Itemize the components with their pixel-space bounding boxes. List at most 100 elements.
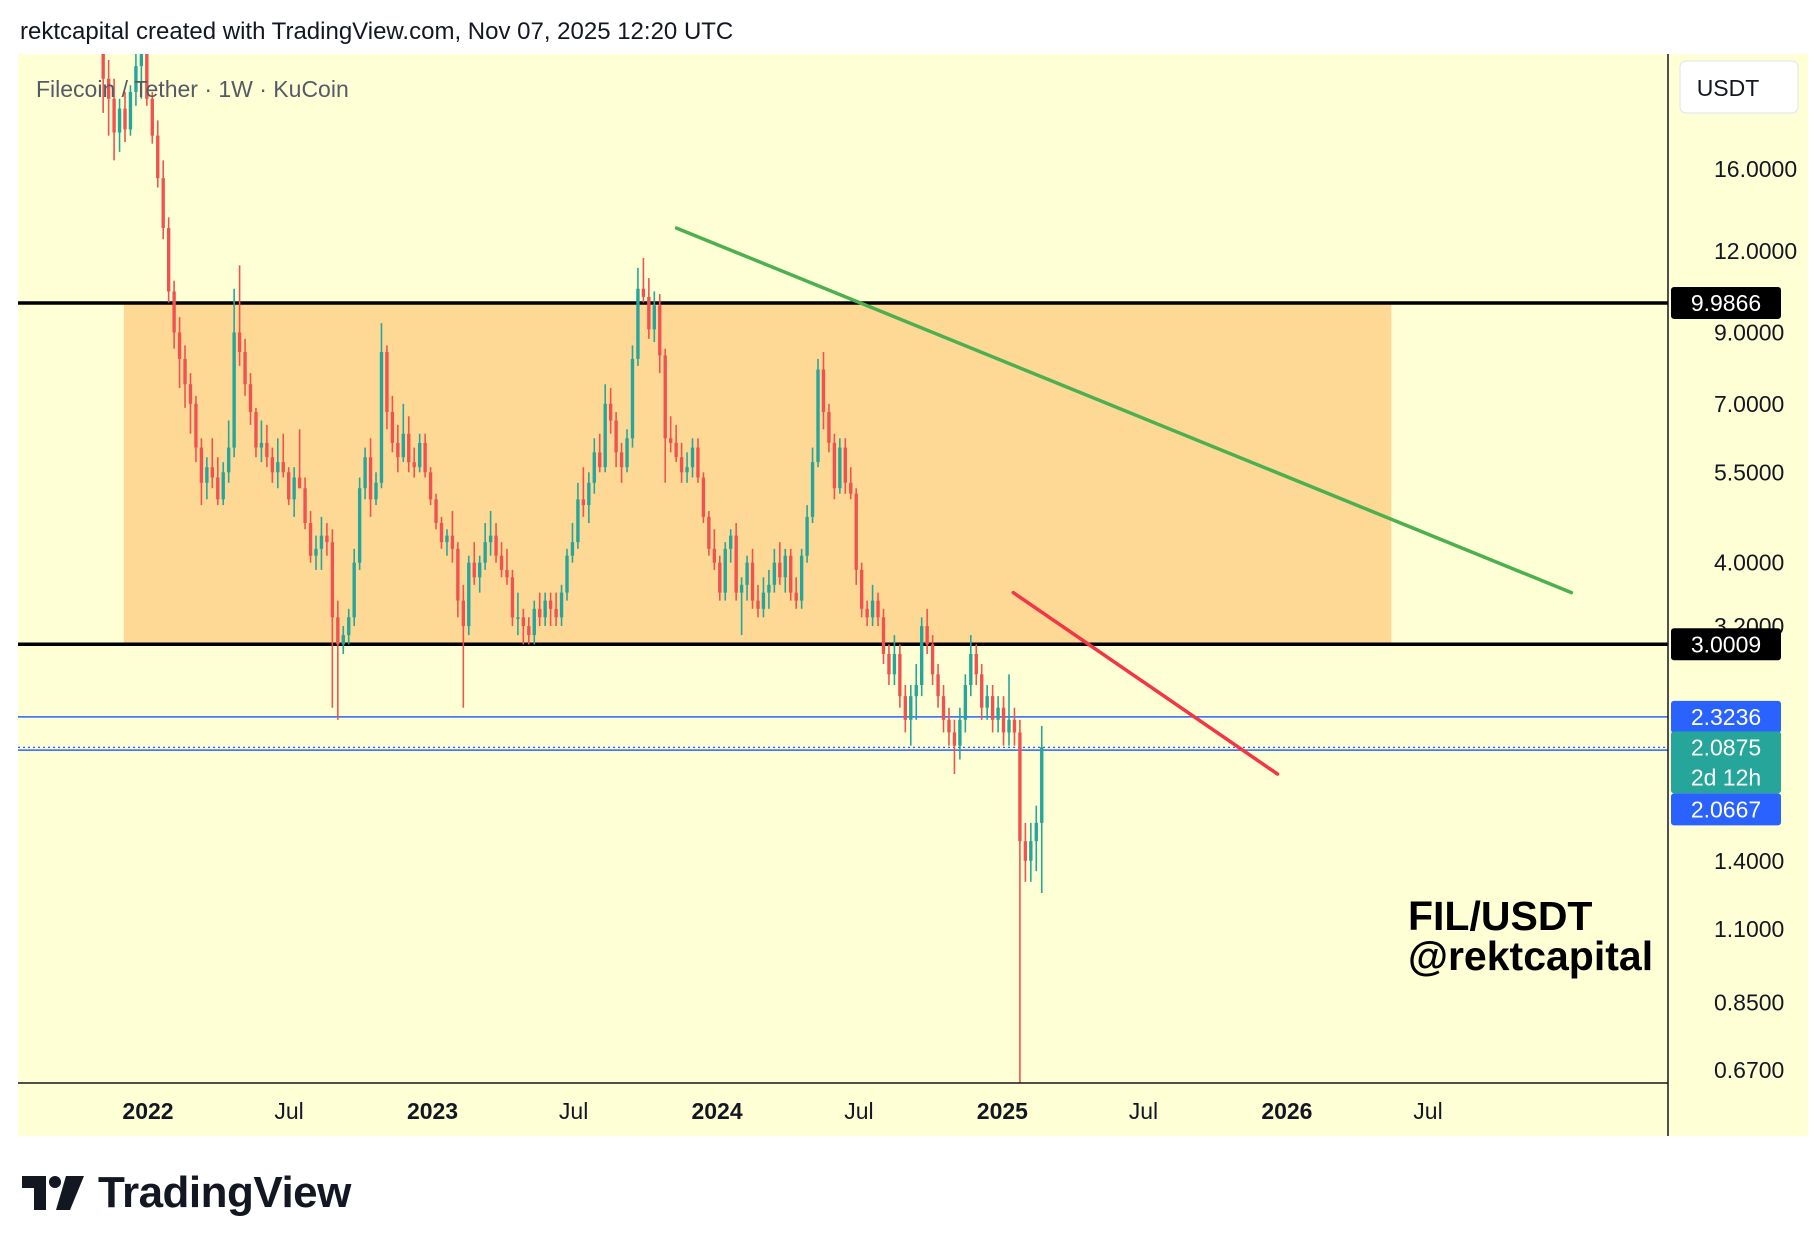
candle-body xyxy=(843,447,847,483)
candle-88 xyxy=(581,467,586,517)
price-label-2.0667-top-bg xyxy=(1671,793,1781,826)
candle-168 xyxy=(1018,719,1022,1083)
candle-body xyxy=(761,592,766,609)
candle-body xyxy=(194,403,198,448)
candle-body xyxy=(581,499,586,506)
x-tick-label: Jul xyxy=(274,1098,303,1124)
candle-5 xyxy=(128,85,133,136)
candle-14 xyxy=(177,317,182,389)
candle-body xyxy=(396,442,400,458)
y-tick-label: 12.0000 xyxy=(1714,238,1797,264)
candle-33 xyxy=(281,433,285,478)
currency-button[interactable]: USDT xyxy=(1679,60,1799,114)
candle-118 xyxy=(745,555,749,601)
candle-body xyxy=(614,420,618,453)
candle-body xyxy=(123,108,127,130)
candle-body xyxy=(210,467,215,478)
candle-body xyxy=(510,577,515,618)
candle-24 xyxy=(232,288,236,458)
price-label-2.0667-top-text: 2.0667 xyxy=(1691,796,1761,822)
candle-75 xyxy=(510,569,515,627)
candle-16 xyxy=(188,373,193,434)
candle-body xyxy=(592,452,596,483)
tradingview-wordmark: TradingView xyxy=(98,1168,351,1217)
candle-body xyxy=(876,600,880,618)
candle-166 xyxy=(1007,674,1011,746)
price-label-9.9866-bg xyxy=(1671,286,1781,319)
candle-73 xyxy=(499,542,504,578)
candle-101 xyxy=(652,291,657,343)
y-tick-label: 1.1000 xyxy=(1714,916,1784,942)
candle-body xyxy=(172,291,176,333)
candle-1 xyxy=(106,59,111,136)
candle-103 xyxy=(663,348,667,483)
candle-body xyxy=(390,412,395,443)
candle-body xyxy=(767,584,771,593)
candle-165 xyxy=(1001,696,1006,746)
candle-body xyxy=(789,555,793,593)
candle-149 xyxy=(914,663,918,720)
candle-body xyxy=(385,352,389,413)
candle-71 xyxy=(488,510,493,556)
candle-39 xyxy=(314,535,318,570)
x-tick-label: 2023 xyxy=(407,1098,458,1124)
candle-47 xyxy=(357,477,362,570)
candle-body xyxy=(434,499,438,524)
candle-body xyxy=(101,54,105,79)
candle-7 xyxy=(139,54,144,99)
candle-3 xyxy=(117,98,122,152)
candle-body xyxy=(679,457,684,473)
candle-body xyxy=(952,732,957,746)
candle-69 xyxy=(478,555,482,593)
candle-body xyxy=(832,442,837,489)
x-tick-label: 2024 xyxy=(691,1098,742,1124)
candle-68 xyxy=(472,542,476,585)
candle-27 xyxy=(248,373,253,425)
candle-body xyxy=(816,369,820,463)
candle-body xyxy=(707,516,711,549)
candle-153 xyxy=(936,663,940,708)
candle-body xyxy=(963,685,968,720)
candle-body xyxy=(827,412,831,443)
candle-23 xyxy=(226,420,231,483)
candle-body xyxy=(265,442,269,458)
candle-0 xyxy=(101,54,105,113)
candle-body xyxy=(205,467,209,483)
price-label-2.0667-top: 2.0667 xyxy=(1671,793,1781,826)
candle-body xyxy=(379,352,384,483)
candle-46 xyxy=(352,548,356,627)
candle-85 xyxy=(565,548,569,601)
candle-52 xyxy=(385,345,389,430)
candle-body xyxy=(232,332,236,448)
candle-body xyxy=(357,488,362,563)
candle-body xyxy=(368,457,373,500)
tradingview-logo[interactable]: TradingView xyxy=(22,1168,351,1218)
watermark-annotation: FIL/USDT @rektcapital xyxy=(1408,893,1653,979)
candle-body xyxy=(783,555,787,578)
candle-150 xyxy=(919,617,924,697)
candle-body xyxy=(270,457,275,473)
candle-body xyxy=(990,696,995,720)
candle-50 xyxy=(374,472,378,506)
candle-body xyxy=(1029,841,1033,861)
candle-79 xyxy=(532,600,536,645)
candle-body xyxy=(554,608,558,618)
candle-92 xyxy=(603,384,607,473)
current-price-bg xyxy=(1671,731,1781,794)
candle-138 xyxy=(854,488,858,585)
candle-25 xyxy=(237,265,242,366)
candle-91 xyxy=(598,433,602,473)
candle-109 xyxy=(696,438,700,483)
candle-body xyxy=(461,600,466,627)
candle-body xyxy=(494,535,498,556)
candle-131 xyxy=(816,358,820,468)
candle-body xyxy=(134,66,138,92)
candle-body xyxy=(292,477,296,500)
candle-body xyxy=(505,569,509,578)
candle-159 xyxy=(969,635,973,697)
candle-120 xyxy=(756,584,760,618)
candle-82 xyxy=(548,592,553,627)
candle-12 xyxy=(166,217,171,303)
candle-body xyxy=(532,608,536,636)
